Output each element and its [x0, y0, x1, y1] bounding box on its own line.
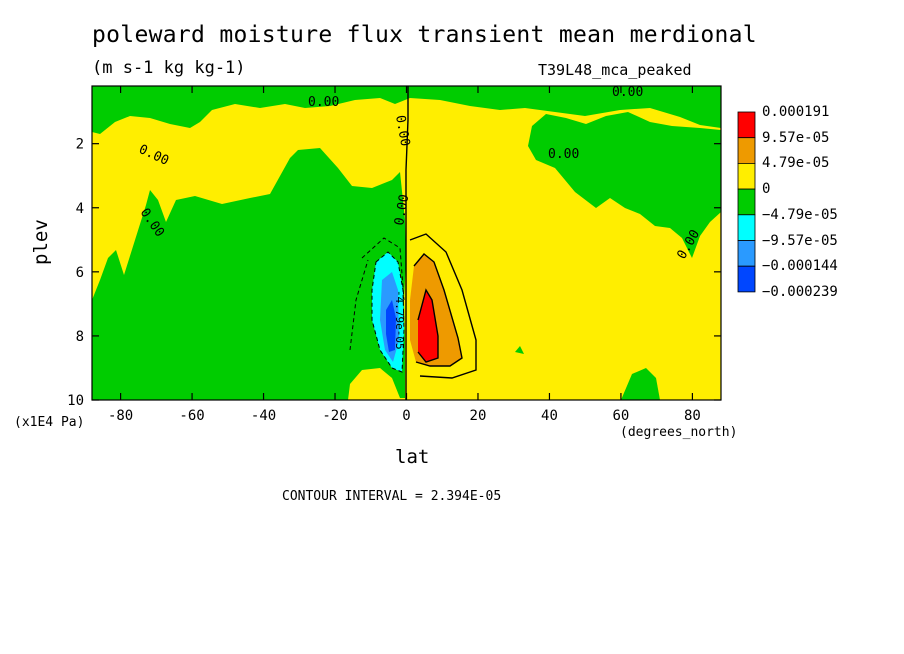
- y-axis-units: (x1E4 Pa): [14, 415, 85, 430]
- chart-units: (m s-1 kg kg-1): [92, 58, 246, 78]
- dataset-name: T39L48_mca_peaked: [538, 61, 692, 79]
- green-spot-2: [134, 344, 140, 352]
- legend-swatch: [737, 188, 756, 216]
- legend-swatch: [737, 240, 756, 267]
- legend-label: 4.79e-05: [762, 155, 830, 172]
- legend-label: 0.000191: [762, 104, 830, 120]
- legend-swatch: [737, 214, 756, 241]
- y-axis-label: plev: [30, 219, 52, 265]
- x-tick-label: 80: [684, 408, 701, 424]
- legend-swatch: [737, 265, 756, 293]
- y-tick-label: 10: [67, 393, 84, 409]
- x-tick-label: 40: [541, 408, 558, 424]
- legend-swatch: [737, 137, 756, 164]
- x-tick-label: -80: [108, 408, 133, 424]
- x-tick-label: 0: [402, 408, 410, 424]
- y-tick-label: 4: [76, 201, 84, 217]
- contour-lines-dashed: [349, 237, 405, 373]
- green-region-south-bottom: [621, 368, 660, 400]
- green-spot: [515, 346, 524, 354]
- x-tick-label: -40: [251, 408, 276, 424]
- x-tick-label: -60: [179, 408, 204, 424]
- chart-title: poleward moisture flux transient mean me…: [92, 22, 757, 48]
- x-tick-label: 20: [470, 408, 487, 424]
- contour-label: 0.00: [548, 147, 579, 162]
- y-axis: 2 4 6 8 10: [67, 137, 721, 409]
- contour-label: 0.00: [308, 95, 339, 110]
- green-region-northeast: [528, 112, 721, 258]
- contour-label: 0.00: [392, 193, 412, 226]
- contour-interval: CONTOUR INTERVAL = 2.394E-05: [282, 489, 502, 504]
- contour-lines: [405, 86, 477, 400]
- x-axis: -80 -60 -40 -20 0 20 40 60 80: [108, 86, 701, 424]
- color-legend: [737, 111, 756, 293]
- y-tick-label: 8: [76, 329, 84, 345]
- contour-label: 0.00: [392, 114, 412, 147]
- y-tick-label: 6: [76, 265, 84, 281]
- x-tick-label: 60: [613, 408, 630, 424]
- x-tick-label: -20: [322, 408, 347, 424]
- x-axis-label: lat: [395, 446, 430, 468]
- legend-label: −9.57e-05: [762, 232, 838, 249]
- legend-swatch: [737, 111, 756, 139]
- legend-label: 0: [762, 181, 771, 198]
- legend-label: −4.79e-05: [762, 206, 838, 223]
- legend-label: −0.000144: [762, 258, 838, 275]
- dark-blue-region: [386, 300, 396, 352]
- legend-swatch: [737, 162, 756, 190]
- legend-label: 9.57e-05: [762, 129, 830, 146]
- green-region-top: [92, 86, 721, 134]
- legend-label: −0.000239: [762, 283, 838, 300]
- x-axis-units: (degrees_north): [620, 425, 738, 440]
- y-tick-label: 2: [76, 137, 84, 153]
- contour-label: 0.00: [612, 85, 643, 100]
- contour-label: -4.79e-05: [393, 290, 406, 350]
- green-region-southwest: [92, 148, 406, 400]
